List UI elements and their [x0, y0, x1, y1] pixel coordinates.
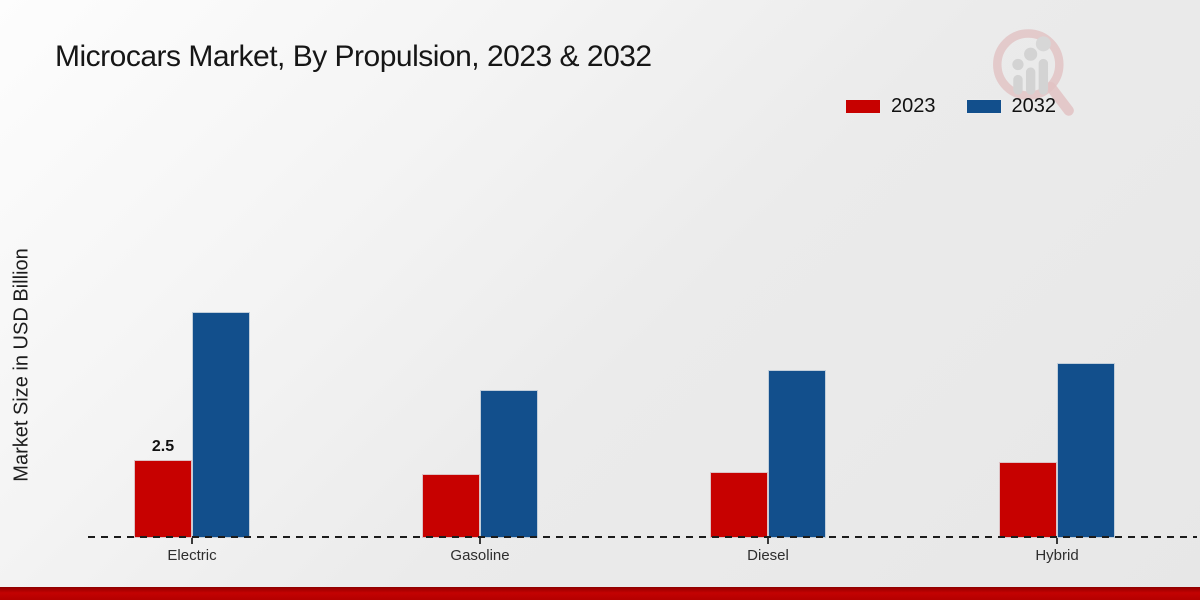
legend-swatch-2032 — [965, 99, 1002, 114]
bar-2032-hybrid — [1057, 363, 1115, 538]
bar-2032-gasoline — [480, 390, 538, 538]
x-axis-label-electric: Electric — [167, 547, 217, 564]
bar-2023-diesel — [710, 472, 768, 538]
y-axis-title: Market Size in USD Billion — [10, 248, 33, 482]
x-axis-tick-diesel — [767, 538, 769, 544]
x-axis-label-hybrid: Hybrid — [1035, 547, 1079, 564]
x-axis-label-gasoline: Gasoline — [450, 547, 510, 564]
footer-red-stripe — [0, 587, 1200, 600]
legend-item-2032: 2032 — [965, 95, 1057, 118]
legend-item-2023: 2023 — [845, 95, 936, 118]
bar-2023-hybrid — [999, 462, 1057, 538]
x-axis-tick-electric — [191, 538, 193, 544]
legend-swatch-2023 — [845, 99, 881, 114]
magnifier-growth-logo-icon — [993, 29, 1074, 116]
legend-label-2032: 2032 — [1011, 95, 1057, 117]
bar-value-label: 2.5 — [151, 438, 175, 455]
legend: 2023 2032 — [845, 95, 1056, 118]
bar-2023-gasoline — [422, 474, 480, 538]
x-axis-tick-hybrid — [1056, 538, 1058, 544]
legend-label-2023: 2023 — [891, 95, 936, 117]
bar-2032-diesel — [768, 370, 826, 538]
x-axis-dashed-baseline — [88, 536, 1197, 538]
bar-2032-electric — [192, 312, 250, 538]
x-axis-tick-gasoline — [479, 538, 481, 544]
chart-title: Microcars Market, By Propulsion, 2023 & … — [55, 40, 652, 73]
x-axis-label-diesel: Diesel — [747, 547, 789, 564]
bar-2023-electric — [134, 460, 192, 538]
